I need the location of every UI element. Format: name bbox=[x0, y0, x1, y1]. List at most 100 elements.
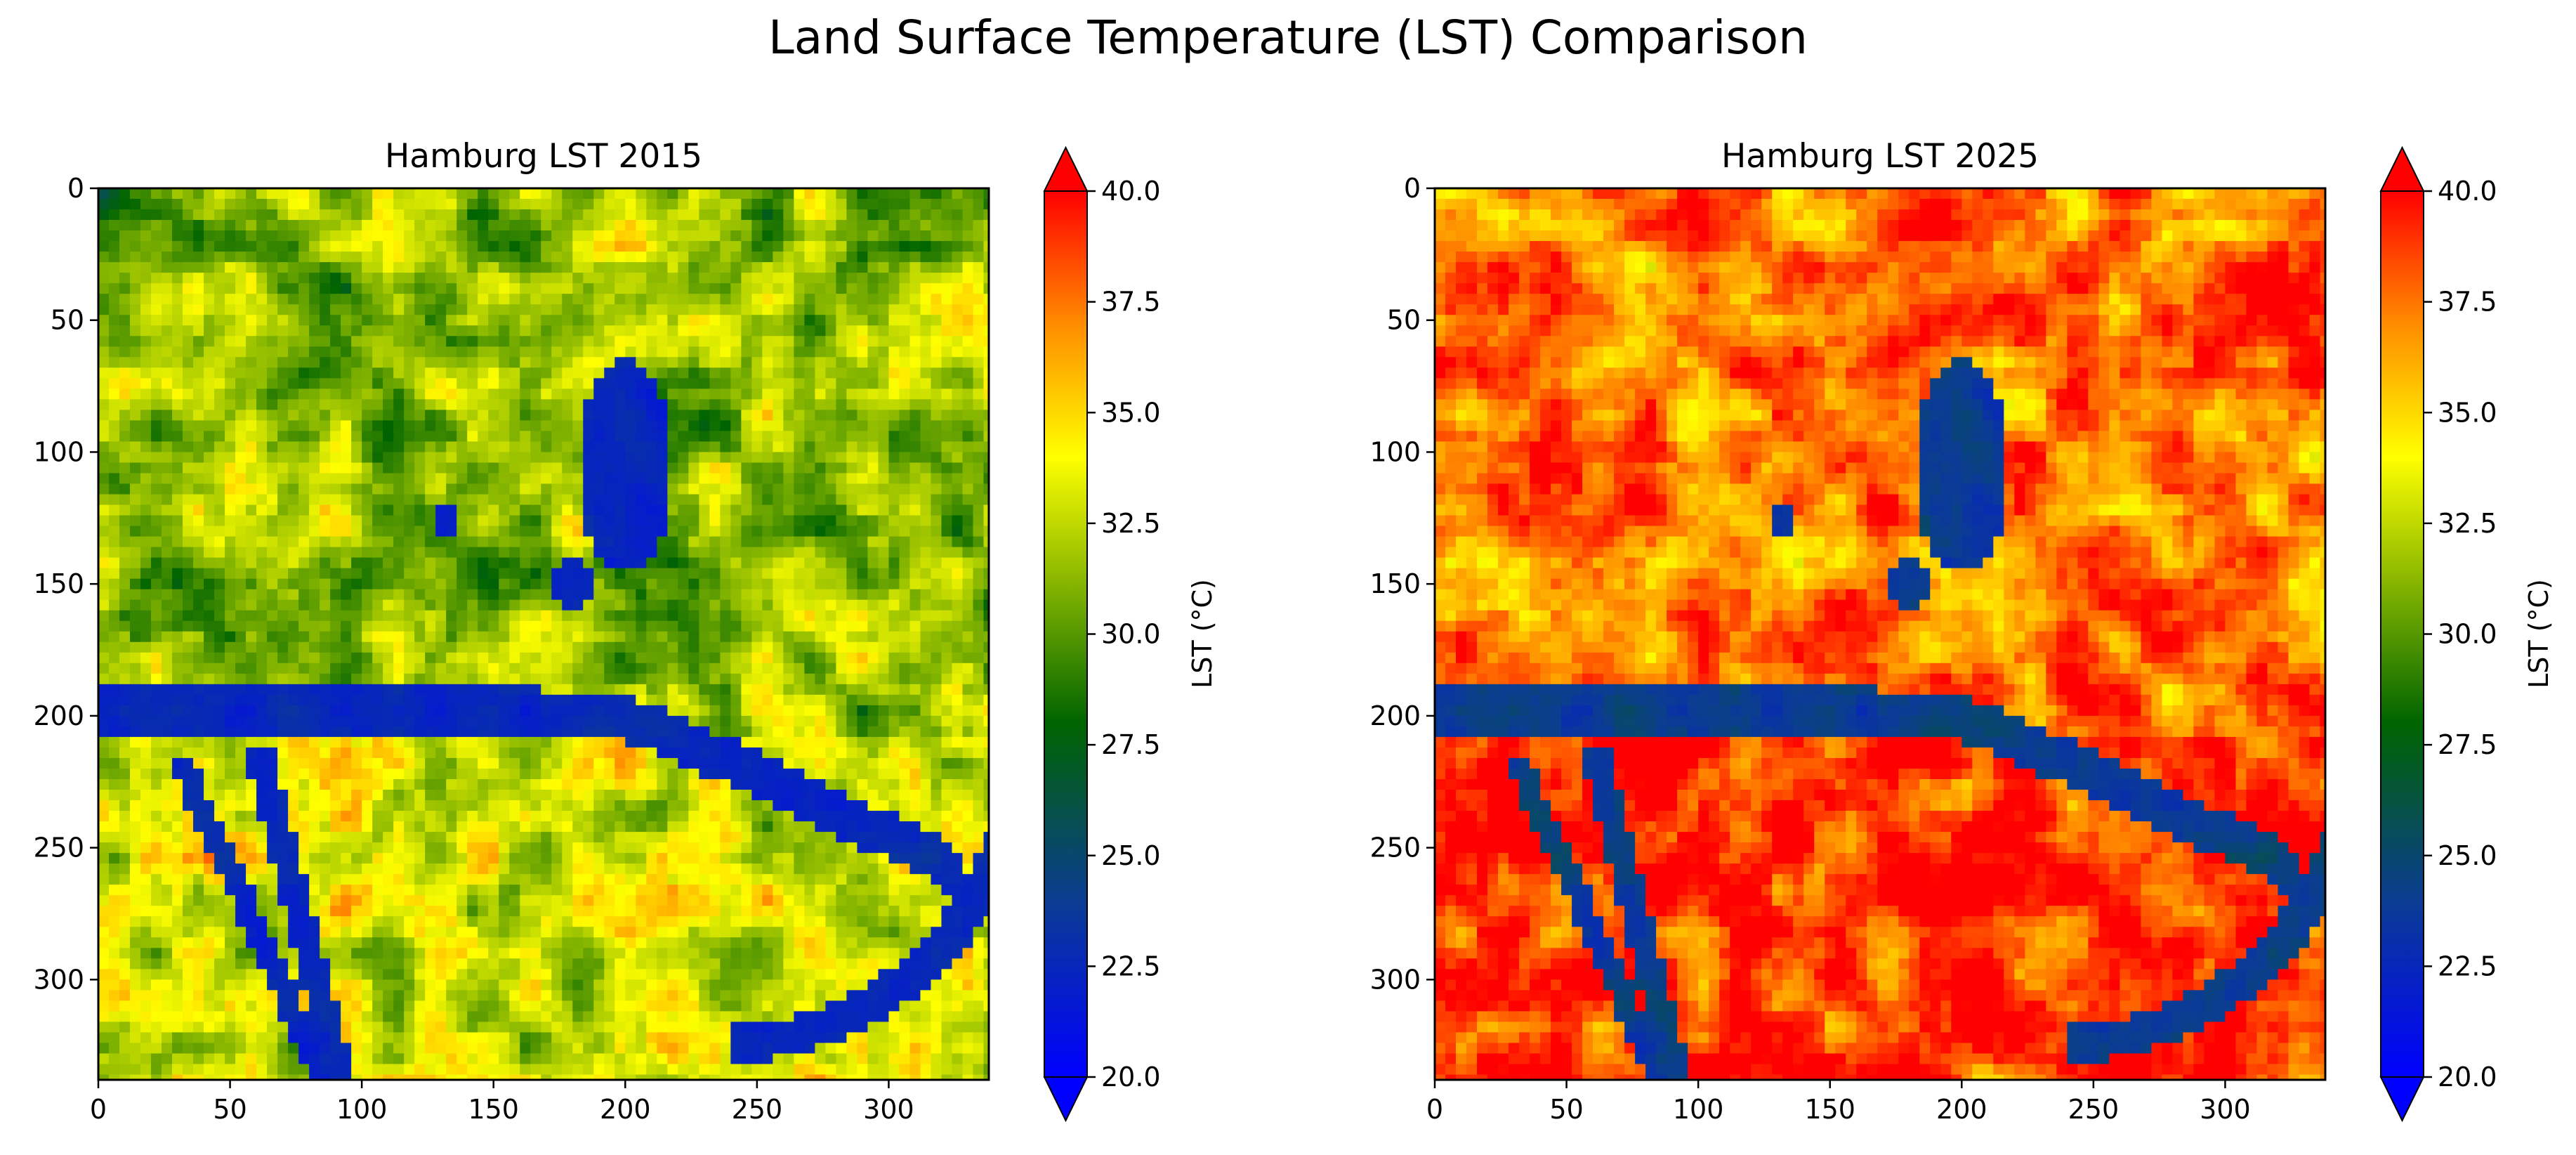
heatmap-cell bbox=[678, 378, 689, 389]
heatmap-cell bbox=[393, 515, 405, 527]
heatmap-cell bbox=[604, 441, 615, 453]
heatmap-cell bbox=[730, 568, 742, 580]
heatmap-cell bbox=[246, 473, 257, 485]
heatmap-cell bbox=[730, 262, 742, 273]
heatmap-cell bbox=[351, 757, 362, 769]
heatmap-cell bbox=[646, 620, 657, 632]
heatmap-cell bbox=[235, 209, 247, 221]
heatmap-cell bbox=[298, 610, 310, 622]
heatmap-cell bbox=[509, 673, 520, 685]
heatmap-cell bbox=[678, 230, 689, 242]
heatmap-cell bbox=[572, 526, 584, 537]
heatmap-cell bbox=[214, 483, 225, 495]
heatmap-cell bbox=[699, 515, 710, 527]
heatmap-cell bbox=[741, 188, 752, 200]
heatmap-cell bbox=[551, 431, 563, 443]
heatmap-cell bbox=[98, 736, 110, 748]
heatmap-cell bbox=[298, 462, 310, 474]
heatmap-cell bbox=[625, 526, 636, 537]
heatmap-cell bbox=[520, 684, 531, 696]
heatmap-cell bbox=[636, 610, 647, 622]
heatmap-cell bbox=[720, 504, 731, 516]
heatmap-cell bbox=[488, 378, 499, 389]
heatmap-cell bbox=[730, 652, 742, 664]
heatmap-cell bbox=[393, 641, 405, 653]
heatmap-cell bbox=[920, 220, 932, 231]
heatmap-cell bbox=[899, 757, 911, 769]
heatmap-cell bbox=[562, 652, 573, 664]
heatmap-cell bbox=[867, 705, 879, 717]
heatmap-cell bbox=[783, 620, 794, 632]
heatmap-cell bbox=[130, 589, 141, 601]
heatmap-cell bbox=[773, 294, 784, 305]
heatmap-cell bbox=[467, 747, 478, 759]
heatmap-cell bbox=[214, 209, 225, 221]
heatmap-cell bbox=[604, 367, 615, 379]
heatmap-cell bbox=[478, 631, 489, 643]
heatmap-cell bbox=[867, 547, 879, 559]
heatmap-cell bbox=[98, 262, 110, 273]
heatmap-cell bbox=[320, 473, 331, 485]
heatmap-cell bbox=[773, 599, 784, 611]
heatmap-cell bbox=[867, 346, 879, 358]
heatmap-cell bbox=[678, 515, 689, 527]
heatmap-cell bbox=[225, 768, 236, 780]
heatmap-cell bbox=[646, 800, 657, 811]
heatmap-cell bbox=[488, 631, 499, 643]
heatmap-cell bbox=[751, 547, 763, 559]
heatmap-cell bbox=[815, 483, 827, 495]
heatmap-cell bbox=[235, 536, 247, 548]
heatmap-cell bbox=[298, 705, 310, 717]
heatmap-cell bbox=[520, 357, 531, 368]
heatmap-cell bbox=[815, 188, 827, 200]
heatmap-cell bbox=[235, 378, 247, 389]
heatmap-cell bbox=[646, 757, 657, 769]
heatmap-cell bbox=[730, 452, 742, 464]
heatmap-cell bbox=[193, 747, 204, 759]
heatmap-cell bbox=[478, 757, 489, 769]
heatmap-cell bbox=[330, 757, 341, 769]
heatmap-cell bbox=[246, 431, 257, 443]
heatmap-cell bbox=[815, 778, 827, 790]
heatmap-cell bbox=[688, 325, 699, 337]
heatmap-cell bbox=[794, 262, 805, 273]
heatmap-cell bbox=[162, 610, 173, 622]
heatmap-cell bbox=[193, 452, 204, 464]
heatmap-cell bbox=[214, 757, 225, 769]
heatmap-cell bbox=[499, 304, 510, 315]
heatmap-cell bbox=[636, 483, 647, 495]
heatmap-cell bbox=[973, 684, 985, 696]
heatmap-cell bbox=[130, 599, 141, 611]
heatmap-image bbox=[98, 188, 989, 1080]
heatmap-cell bbox=[678, 494, 689, 506]
heatmap-cell bbox=[119, 431, 131, 443]
heatmap-cell bbox=[435, 473, 447, 485]
heatmap-cell bbox=[109, 294, 120, 305]
heatmap-cell bbox=[815, 199, 827, 210]
heatmap-cell bbox=[794, 283, 805, 294]
heatmap-cell bbox=[214, 262, 225, 273]
heatmap-cell bbox=[857, 220, 869, 231]
heatmap-cell bbox=[815, 715, 827, 727]
heatmap-cell bbox=[383, 420, 394, 432]
heatmap-cell bbox=[646, 568, 657, 580]
heatmap-cell bbox=[941, 389, 953, 400]
heatmap-cell bbox=[857, 736, 869, 748]
heatmap-cell bbox=[888, 778, 900, 790]
heatmap-cell bbox=[593, 315, 605, 326]
heatmap-cell bbox=[119, 726, 131, 738]
heatmap-cell bbox=[393, 494, 405, 506]
heatmap-cell bbox=[783, 694, 794, 706]
heatmap-cell bbox=[267, 199, 278, 210]
heatmap-cell bbox=[815, 389, 827, 400]
heatmap-cell bbox=[909, 325, 921, 337]
heatmap-cell bbox=[414, 315, 426, 326]
heatmap-cell bbox=[183, 283, 194, 294]
heatmap-cell bbox=[604, 694, 615, 706]
heatmap-cell bbox=[362, 315, 373, 326]
heatmap-cell bbox=[846, 209, 858, 221]
heatmap-cell bbox=[414, 283, 426, 294]
heatmap-cell bbox=[878, 557, 890, 569]
heatmap-cell bbox=[172, 673, 183, 685]
heatmap-cell bbox=[362, 684, 373, 696]
